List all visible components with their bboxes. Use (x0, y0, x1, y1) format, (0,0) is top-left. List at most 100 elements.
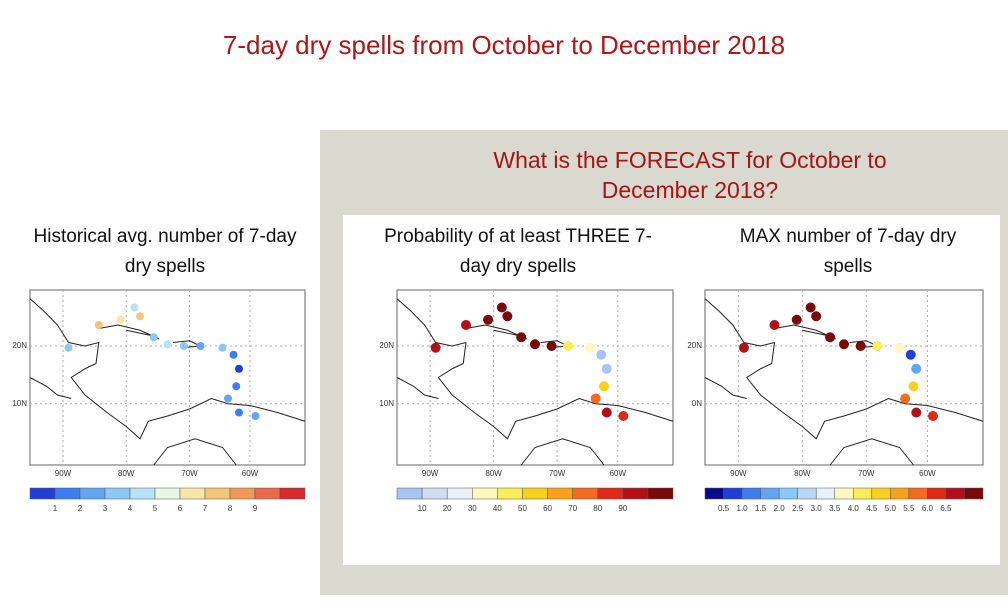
colorbar-box (204, 487, 231, 500)
station-dot (855, 341, 866, 351)
lat-label: 20N (379, 341, 394, 350)
colorbar-label: 8 (228, 504, 233, 513)
coastline (540, 340, 570, 349)
colorbar-box (179, 487, 206, 500)
forecast-heading: What is the FORECAST for October to Dece… (493, 147, 887, 203)
lon-label: 60W (610, 469, 627, 478)
colorbar-box (815, 487, 835, 500)
colorbar-label: 50 (518, 504, 527, 513)
colorbar-box (890, 487, 910, 500)
colorbar-box (446, 487, 473, 500)
station-dot (116, 315, 125, 324)
colorbar-label: 4.5 (866, 504, 878, 513)
colorbar-box (254, 487, 281, 500)
station-dot (235, 408, 243, 417)
coastline (98, 324, 160, 340)
slide-title: 7-day dry spells from October to Decembe… (222, 30, 786, 60)
colorbar-box (279, 487, 306, 500)
colorbar-label: 3 (103, 504, 108, 513)
colorbar-box (741, 487, 761, 500)
colorbar-box (797, 487, 817, 500)
colorbar-label: 0.5 (718, 504, 730, 513)
station-dot (894, 342, 905, 353)
lon-label: 80W (118, 469, 135, 478)
coastline (396, 298, 674, 440)
colorbar-label: 3.0 (811, 504, 823, 513)
colorbar-box (704, 487, 724, 500)
colorbar-box (871, 487, 891, 500)
colorbar-box (472, 487, 498, 500)
colorbar-box (834, 487, 854, 500)
colorbar-label: 4 (128, 504, 133, 513)
colorbar-label: 5.5 (903, 504, 915, 513)
colorbar-label: 2 (78, 504, 83, 513)
colorbar-box (104, 487, 131, 500)
station-dot (94, 321, 103, 329)
station-dot (825, 332, 836, 343)
station-dot (769, 320, 780, 330)
station-dot (546, 341, 557, 351)
lon-label: 90W (730, 469, 747, 478)
coastline (829, 438, 914, 466)
station-dot (563, 341, 574, 351)
station-dot (461, 320, 471, 330)
lat-label: 20N (687, 341, 702, 350)
station-dot (911, 407, 922, 418)
colorbar-box (29, 487, 56, 500)
coastline (29, 298, 306, 440)
colorbar-label: 2.5 (792, 504, 804, 513)
colorbar-label: 5 (153, 504, 158, 513)
lon-label: 90W (55, 469, 72, 478)
station-dot (251, 412, 260, 420)
coastline (172, 340, 203, 349)
coastline (849, 340, 880, 349)
colorbar-box (647, 487, 674, 500)
coastline (520, 438, 605, 466)
lon-label: 80W (794, 469, 811, 478)
station-dot (596, 349, 607, 360)
station-dot (618, 411, 629, 421)
colorbar-box (622, 487, 649, 500)
colorbar-box (572, 487, 598, 500)
station-dot (229, 350, 238, 359)
colorbar-box (547, 487, 573, 500)
station-dot (232, 382, 241, 391)
colorbar-label: 1.0 (737, 504, 749, 513)
panel-title: MAX number of 7-day dry spells (739, 226, 957, 277)
lon-label: 80W (485, 469, 502, 478)
colorbar-label: 70 (568, 504, 577, 513)
colorbar-box (396, 487, 423, 500)
colorbar-label: 5.0 (885, 504, 897, 513)
colorbar-box (927, 487, 947, 500)
lon-label: 60W (919, 469, 936, 478)
colorbar-label: 90 (618, 504, 627, 513)
colorbar-label: 40 (493, 504, 502, 513)
lat-label: 10N (12, 399, 27, 408)
colorbar-box (522, 487, 548, 500)
colorbar-label: 4.0 (848, 504, 860, 513)
station-dot (900, 393, 911, 404)
colorbar-box (778, 487, 798, 500)
colorbar-box (945, 487, 965, 500)
colorbar-box (760, 487, 780, 500)
colorbar-label: 10 (418, 504, 427, 513)
station-dot (599, 381, 609, 392)
station-dot (235, 364, 243, 373)
panel-title: Probability of at least THREE 7-day dry … (384, 226, 652, 277)
colorbar-label: 60 (543, 504, 552, 513)
colorbar-box (497, 487, 523, 500)
station-dot (180, 342, 188, 350)
coastline (704, 377, 747, 399)
colorbar-label: 9 (253, 504, 258, 513)
station-dot (502, 311, 513, 322)
station-dot (839, 339, 849, 350)
station-dot (908, 381, 919, 392)
panel-title: Historical avg. number of 7-day dry spel… (33, 226, 297, 277)
colorbar-box (597, 487, 624, 500)
station-dot (601, 407, 612, 418)
colorbar-label: 6.5 (940, 504, 952, 513)
coastline (153, 438, 237, 466)
colorbar-box (853, 487, 873, 500)
